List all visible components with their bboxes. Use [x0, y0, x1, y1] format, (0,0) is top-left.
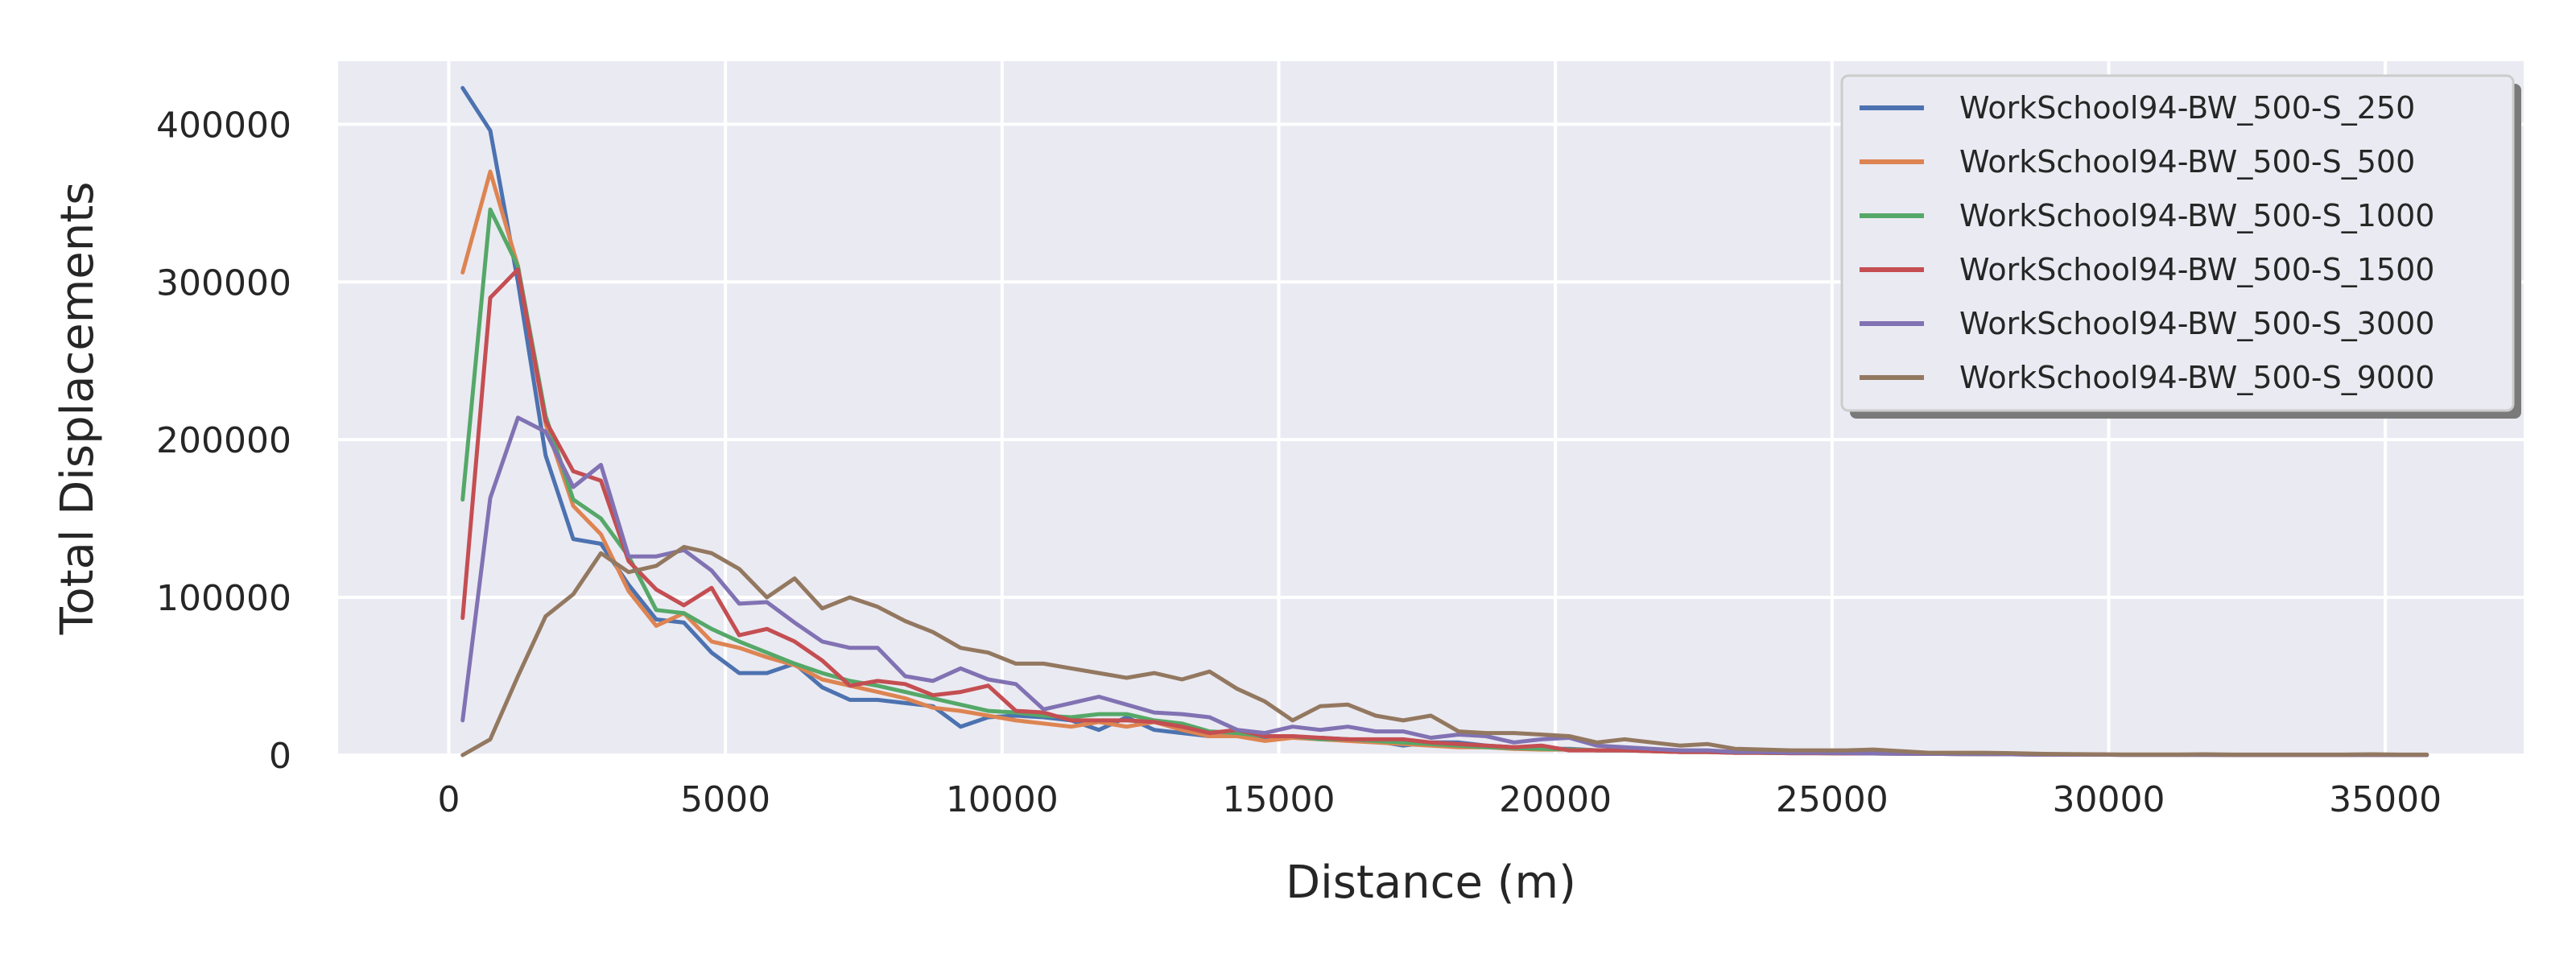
x-tick-label: 15000	[1222, 779, 1335, 820]
legend-entry: WorkSchool94-BW_500-S_500	[1959, 144, 2415, 180]
series-lines	[460, 85, 2429, 758]
x-tick-label: 25000	[1776, 779, 1889, 820]
legend-entry: WorkSchool94-BW_500-S_9000	[1959, 360, 2434, 395]
x-tick-label: 10000	[946, 779, 1059, 820]
y-tick-label: 300000	[156, 262, 291, 303]
x-tick-label: 30000	[2053, 779, 2165, 820]
y-tick-label: 200000	[156, 420, 291, 461]
x-axis-ticks: 0 5000 10000 15000 20000 25000 30000 35000	[437, 779, 2442, 820]
x-tick-label: 0	[437, 779, 460, 820]
legend-entry: WorkSchool94-BW_500-S_250	[1959, 90, 2415, 126]
legend-entry: WorkSchool94-BW_500-S_1500	[1959, 252, 2434, 287]
x-tick-label: 35000	[2329, 779, 2442, 820]
x-axis-label: Distance (m)	[1286, 857, 1576, 909]
legend-box	[1840, 74, 2515, 412]
y-axis-ticks: 0 100000 200000 300000 400000	[156, 105, 291, 777]
y-tick-label: 100000	[156, 578, 291, 619]
y-tick-label: 0	[269, 736, 291, 777]
x-tick-label: 5000	[680, 779, 770, 820]
y-tick-label: 400000	[156, 105, 291, 146]
y-axis-label: Total Displacements	[52, 182, 104, 636]
legend-entry: WorkSchool94-BW_500-S_3000	[1959, 306, 2434, 341]
legend: WorkSchool94-BW_500-S_250 WorkSchool94-BW…	[1840, 74, 2521, 419]
series-line-6	[460, 544, 2429, 758]
legend-entry: WorkSchool94-BW_500-S_1000	[1959, 198, 2434, 233]
x-tick-label: 20000	[1499, 779, 1612, 820]
